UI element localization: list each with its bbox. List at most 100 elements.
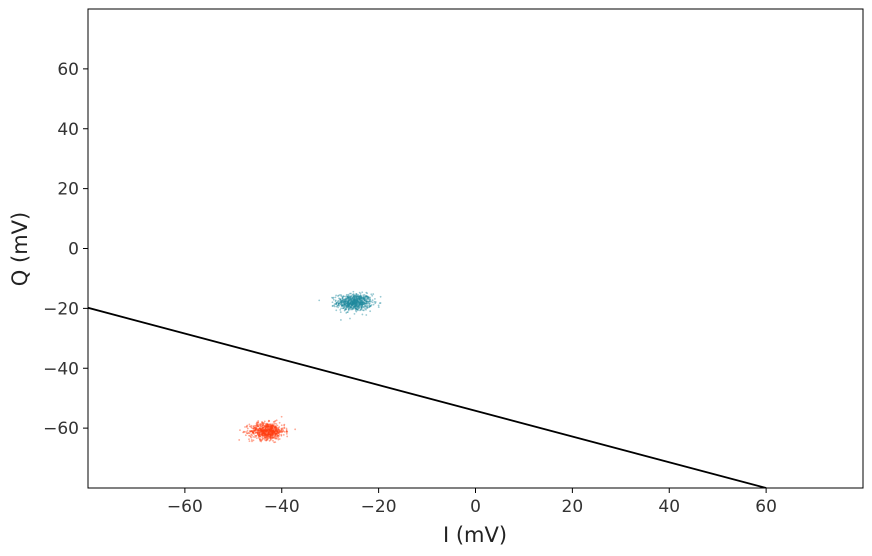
scatter-point <box>280 429 283 431</box>
scatter-point <box>349 306 352 309</box>
scatter-point <box>266 423 269 426</box>
scatter-point <box>267 423 269 426</box>
scatter-point <box>366 292 369 295</box>
scatter-point <box>255 434 258 437</box>
scatter-point <box>360 303 363 305</box>
scatter-point <box>249 430 252 433</box>
scatter-point <box>267 424 269 427</box>
scatter-point <box>277 432 280 434</box>
scatter-point <box>361 301 364 304</box>
scatter-point <box>350 299 353 302</box>
scatter-point <box>271 424 274 427</box>
scatter-point <box>352 300 355 303</box>
scatter-point <box>353 302 356 305</box>
scatter-point <box>361 301 364 304</box>
scatter-point <box>254 429 256 432</box>
scatter-point <box>274 441 277 444</box>
scatter-point <box>358 301 361 304</box>
scatter-point <box>274 426 277 429</box>
scatter-point <box>341 300 344 303</box>
scatter-point <box>267 433 270 436</box>
scatter-point <box>347 303 350 306</box>
scatter-point <box>367 302 370 305</box>
scatter-point <box>261 429 263 432</box>
scatter-point <box>377 304 380 307</box>
scatter-point <box>257 428 260 431</box>
scatter-point <box>355 305 358 307</box>
scatter-point <box>335 302 338 305</box>
scatter-point <box>355 293 358 296</box>
scatter-point <box>344 300 347 303</box>
scatter-point <box>262 432 265 435</box>
scatter-point <box>353 302 355 305</box>
scatter-point <box>340 300 342 303</box>
scatter-point <box>275 428 277 431</box>
scatter-point <box>363 298 366 300</box>
scatter-point <box>362 301 365 304</box>
scatter-point <box>361 300 364 302</box>
scatter-point <box>353 305 356 308</box>
scatter-point <box>273 424 275 427</box>
scatter-point <box>272 432 275 435</box>
scatter-point <box>340 300 343 303</box>
scatter-point <box>281 430 284 433</box>
scatter-point <box>339 298 341 300</box>
scatter-point <box>363 301 366 304</box>
scatter-point <box>245 430 247 433</box>
x-tick-label: −40 <box>264 497 300 517</box>
scatter-point <box>272 427 274 430</box>
scatter-point <box>254 429 257 431</box>
scatter-point <box>270 424 273 427</box>
scatter-point <box>278 430 281 433</box>
scatter-point <box>265 428 268 431</box>
scatter-point <box>251 440 253 443</box>
scatter-point <box>365 300 368 303</box>
scatter-point <box>273 427 276 430</box>
scatter-point <box>266 428 269 431</box>
scatter-point <box>347 301 349 304</box>
scatter-point <box>266 425 269 428</box>
scatter-point <box>266 426 269 429</box>
scatter-point <box>354 297 357 300</box>
scatter-point <box>360 304 362 307</box>
scatter-point <box>350 295 353 297</box>
scatter-point <box>344 298 347 301</box>
scatter-point <box>365 305 367 308</box>
scatter-point <box>274 419 277 422</box>
scatter-point <box>255 429 258 432</box>
scatter-point <box>355 298 358 301</box>
scatter-point <box>365 304 367 307</box>
scatter-point <box>253 426 255 429</box>
scatter-point <box>344 300 347 303</box>
scatter-point <box>272 430 275 433</box>
scatter-point <box>266 425 268 428</box>
scatter-point <box>258 429 261 432</box>
scatter-point <box>260 429 263 431</box>
scatter-point <box>345 304 348 307</box>
scatter-point <box>267 431 270 434</box>
scatter-point <box>346 295 349 298</box>
scatter-point <box>278 421 281 424</box>
scatter-point <box>364 297 367 299</box>
scatter-point <box>353 298 355 301</box>
scatter-point <box>262 432 265 434</box>
scatter-point <box>358 295 361 298</box>
scatter-point <box>350 304 353 307</box>
scatter-point <box>262 423 264 426</box>
scatter-point <box>268 435 270 437</box>
scatter-point <box>356 308 359 311</box>
decision-boundary <box>88 306 767 488</box>
scatter-point <box>285 432 288 435</box>
scatter-point <box>277 438 280 441</box>
scatter-point <box>264 429 267 432</box>
scatter-point <box>274 434 277 437</box>
scatter-point <box>347 305 350 308</box>
scatter-point <box>264 425 267 427</box>
scatter-point <box>362 300 365 303</box>
scatter-point <box>275 428 278 431</box>
scatter-point <box>342 307 345 310</box>
scatter-point <box>266 429 269 432</box>
scatter-point <box>262 429 265 432</box>
scatter-point <box>359 292 362 295</box>
scatter-point <box>344 303 347 306</box>
